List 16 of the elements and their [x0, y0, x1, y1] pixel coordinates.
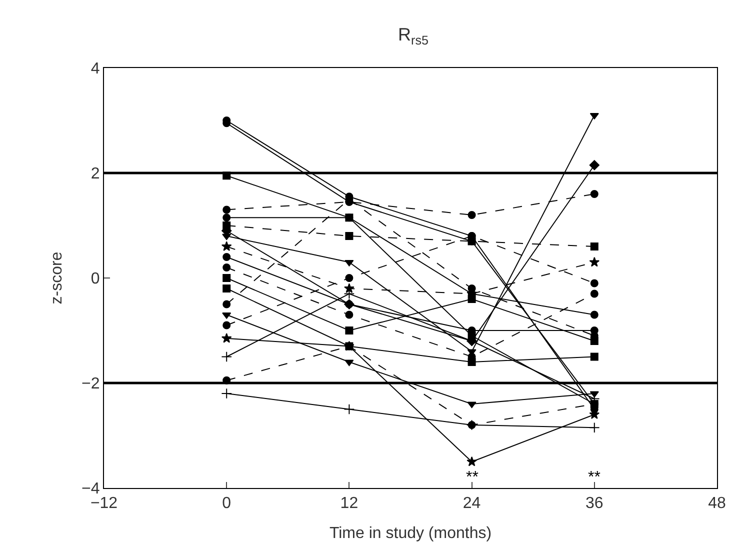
annotation: ** [466, 469, 478, 486]
y-axis-title: z-score [48, 252, 66, 304]
y-tick-label: −4 [82, 480, 100, 498]
x-tick-label: 12 [340, 495, 358, 512]
x-tick-label: 36 [586, 495, 604, 512]
y-tick-label: −2 [82, 376, 100, 393]
y-tick-label: 4 [90, 60, 100, 78]
x-tick-label: 24 [462, 495, 481, 512]
annotation: ** [588, 469, 600, 486]
x-tick-label: 48 [708, 495, 726, 512]
y-tick-label: 2 [90, 166, 100, 183]
x-tick-label: 0 [222, 495, 232, 512]
y-tick-label: 0 [90, 270, 100, 288]
x-axis-title: Time in study (months) [329, 524, 492, 542]
x-tick-label: −12 [90, 495, 118, 512]
chart-title: R$_{rs5}$ [398, 24, 429, 48]
